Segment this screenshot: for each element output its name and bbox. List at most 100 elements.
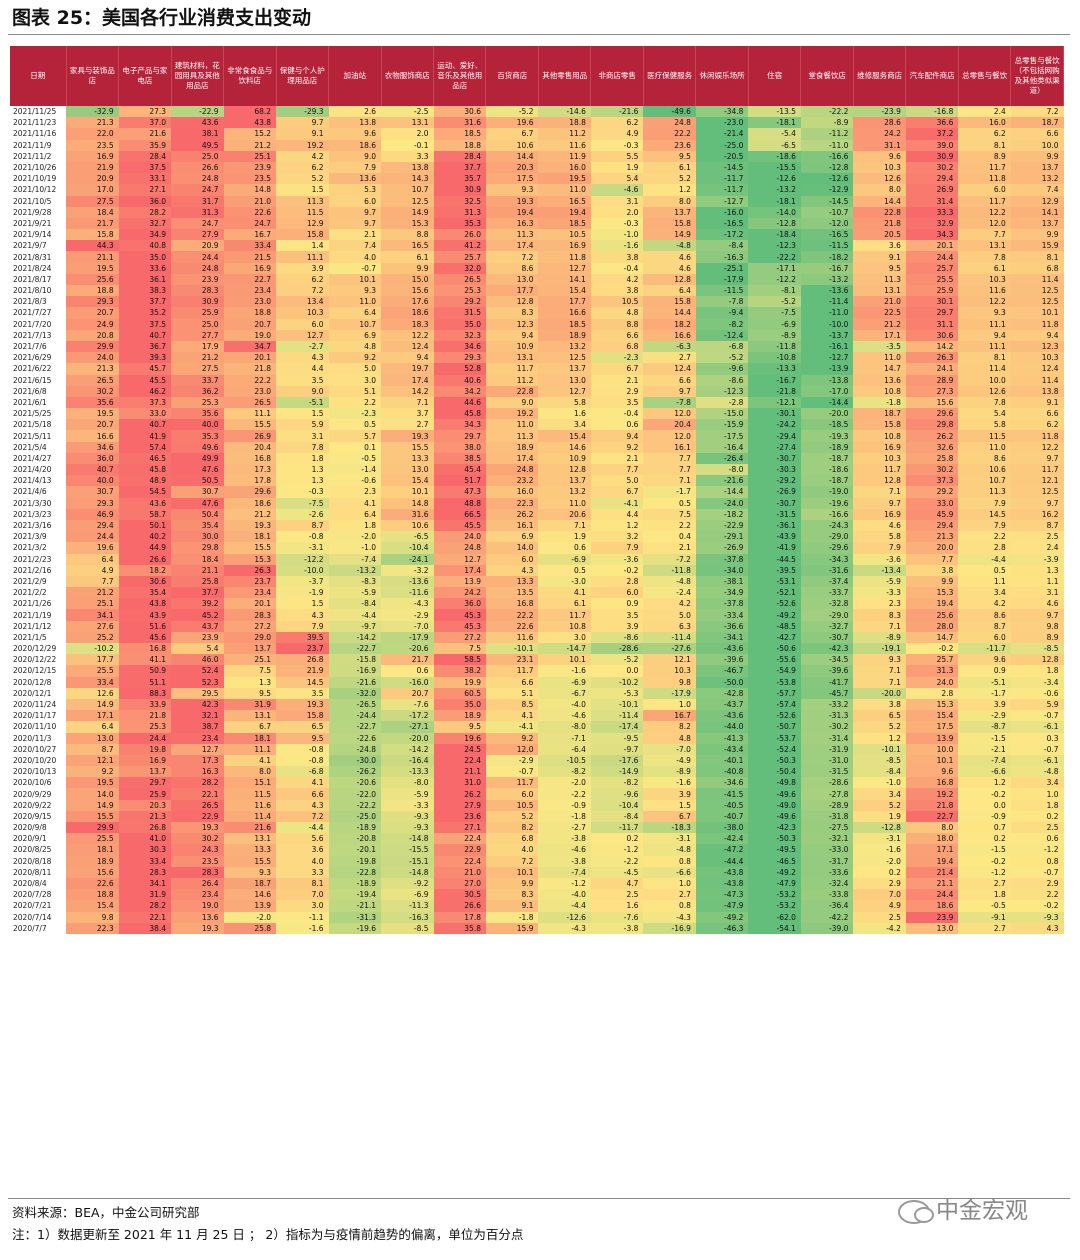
heatmap-cell: 9.1 <box>1010 396 1064 409</box>
heatmap-cell: 19.3 <box>171 822 224 834</box>
heatmap-cell: 12.4 <box>643 363 696 375</box>
heatmap-cell: -34.5 <box>800 654 854 666</box>
heatmap-cell: -10.8 <box>748 352 801 364</box>
heatmap-cell: -40.5 <box>695 799 749 811</box>
heatmap-cell: 15.4 <box>905 710 959 722</box>
heatmap-cell: -14.7 <box>538 643 591 655</box>
heatmap-cell: 40.7 <box>118 329 172 341</box>
heatmap-cell: -42.7 <box>748 631 801 643</box>
heatmap-cell: -6.5 <box>748 139 801 151</box>
heatmap-cell: 13.2 <box>538 340 591 353</box>
heatmap-cell: 20.1 <box>905 240 959 252</box>
row-date: 2020/11/3 <box>10 732 67 744</box>
heatmap-cell: 39.2 <box>171 598 224 610</box>
heatmap-cell: 17.8 <box>223 475 277 487</box>
heatmap-cell: 2.7 <box>958 877 1011 890</box>
heatmap-cell: 19.7 <box>381 363 434 375</box>
heatmap-cell: 27.3 <box>118 106 172 118</box>
heatmap-cell: 43.8 <box>223 117 277 129</box>
heatmap-cell: 9.2 <box>590 441 644 453</box>
heatmap-cell: -6.5 <box>381 531 434 543</box>
heatmap-cell: -18.6 <box>800 464 854 476</box>
heatmap-cell: 8.6 <box>485 262 539 274</box>
heatmap-cell: 0.9 <box>590 598 644 610</box>
heatmap-cell: 19.3 <box>381 430 434 442</box>
heatmap-cell: 4.3 <box>485 564 539 576</box>
heatmap-cell: 9.5 <box>433 721 486 733</box>
heatmap-cell: 34.2 <box>433 385 486 397</box>
heatmap-cell: 30.3 <box>118 844 172 856</box>
heatmap-cell: 6.7 <box>590 486 644 498</box>
heatmap-cell: -2.5 <box>381 106 434 118</box>
heatmap-cell: -3.3 <box>853 587 906 599</box>
heatmap-cell: -2.3 <box>328 408 382 420</box>
heatmap-cell: -12.8 <box>800 161 854 174</box>
heatmap-cell: 25.3 <box>118 721 172 733</box>
heatmap-cell: -5.3 <box>590 687 644 699</box>
heatmap-cell: -16.3 <box>695 251 749 263</box>
heatmap-cell: -31.5 <box>748 508 801 520</box>
heatmap-cell: 4.3 <box>1010 922 1064 934</box>
heatmap-cell: 30.0 <box>171 531 224 543</box>
table-row: 2021/3/30 29.3 43.6 47.6 18.6 -7.5 4.1 14.8 48.8… <box>10 497 1064 509</box>
heatmap-cell: -0.7 <box>1010 710 1064 722</box>
heatmap-cell: -3.8 <box>538 855 591 867</box>
row-date: 2021/9/21 <box>10 217 67 230</box>
row-date: 2020/9/22 <box>10 799 67 811</box>
row-date: 2021/5/18 <box>10 419 67 431</box>
heatmap-cell: 2.5 <box>853 911 906 923</box>
heatmap-cell: -20.0 <box>381 732 434 744</box>
heatmap-cell: -15.1 <box>381 855 434 867</box>
heatmap-cell: 16.7 <box>643 710 696 722</box>
table-row: 2021/7/13 20.8 40.7 27.7 19.0 12.7 6.9 12.2 32.3… <box>10 329 1064 341</box>
row-date: 2020/11/10 <box>10 721 67 733</box>
heatmap-cell: -1.7 <box>643 486 696 498</box>
heatmap-cell: 9.4 <box>1010 329 1064 341</box>
heatmap-cell: 17.3 <box>223 464 277 476</box>
heatmap-cell: 21.1 <box>905 877 959 890</box>
heatmap-cell: -53.2 <box>748 889 801 901</box>
column-header: 电子产品与家电店 <box>118 46 172 106</box>
heatmap-cell: 32.5 <box>433 195 486 207</box>
table-row: 2020/11/3 13.0 24.4 23.4 18.1 9.5 -22.6 -20.0 19… <box>10 732 1064 744</box>
heatmap-cell: -4.5 <box>590 866 644 878</box>
table-row: 2020/12/22 17.7 41.1 46.0 25.1 26.8 -15.8 21.7 5… <box>10 654 1064 666</box>
heatmap-cell: -8.9 <box>800 117 854 129</box>
heatmap-cell: 22.4 <box>433 855 486 867</box>
heatmap-cell: 2.5 <box>1010 531 1064 543</box>
heatmap-cell: 1.5 <box>276 598 329 610</box>
heatmap-cell: 41.2 <box>433 240 486 252</box>
heatmap-cell: 0.2 <box>590 833 644 845</box>
heatmap-cell: 1.0 <box>643 698 696 711</box>
heatmap-cell: 15.3 <box>381 217 434 230</box>
heatmap-cell: -49.2 <box>695 911 749 923</box>
heatmap-cell: 6.8 <box>485 833 539 845</box>
heatmap-cell: -0.2 <box>958 855 1011 867</box>
row-date: 2021/5/4 <box>10 441 67 453</box>
heatmap-cell: -9.1 <box>958 911 1011 923</box>
heatmap-cell: -31.9 <box>800 743 854 755</box>
heatmap-cell: 10.3 <box>1010 352 1064 364</box>
row-date: 2021/7/6 <box>10 340 67 353</box>
heatmap-cell: 0.6 <box>381 665 434 677</box>
heatmap-cell: 12.1 <box>1010 475 1064 487</box>
heatmap-cell: 26.3 <box>905 352 959 364</box>
heatmap-cell: -9.7 <box>590 743 644 755</box>
heatmap-cell: -0.6 <box>1010 687 1064 699</box>
heatmap-cell: 58.7 <box>118 508 172 520</box>
heatmap-cell: -31.7 <box>800 855 854 867</box>
heatmap-cell: 25.5 <box>66 833 119 845</box>
heatmap-cell: -8.4 <box>695 240 749 252</box>
table-row: 2021/9/21 21.7 32.7 24.7 24.7 12.9 9.7 15.3 35.3… <box>10 217 1064 230</box>
heatmap-cell: 29.7 <box>433 430 486 442</box>
row-date: 2021/2/2 <box>10 587 67 599</box>
heatmap-cell: 30.7 <box>171 486 224 498</box>
heatmap-cell: 16.6 <box>66 430 119 442</box>
heatmap-cell: -32.7 <box>800 620 854 632</box>
heatmap-cell: 24.0 <box>433 531 486 543</box>
heatmap-cell: -18.3 <box>643 822 696 834</box>
heatmap-cell: 25.0 <box>171 318 224 330</box>
heatmap-cell: 37.3 <box>118 396 172 409</box>
heatmap-cell: -12.7 <box>800 352 854 364</box>
heatmap-cell: -2.9 <box>485 754 539 767</box>
